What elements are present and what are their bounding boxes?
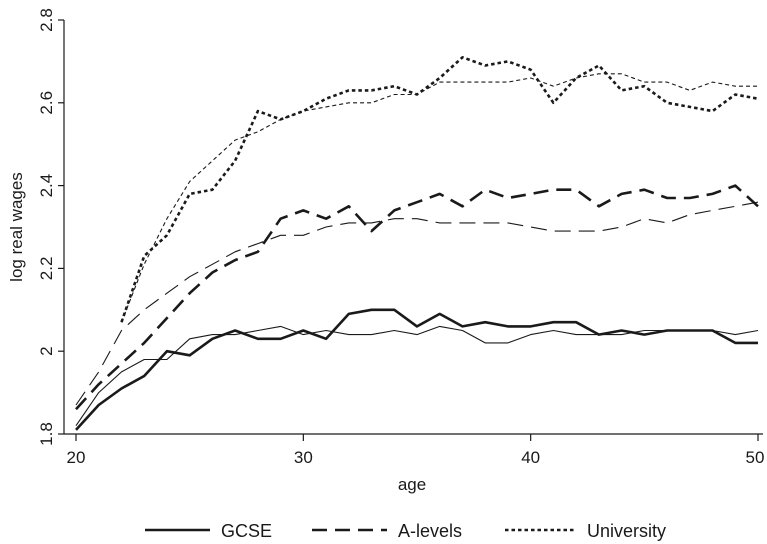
- y-tick-label: 2.4: [37, 174, 56, 198]
- legend-label-university: University: [587, 521, 666, 541]
- y-tick-label: 2.8: [37, 8, 56, 32]
- legend-label-gcse: GCSE: [221, 521, 272, 541]
- x-tick-label: 40: [521, 448, 540, 467]
- y-ticks: 1.8 2 2.2 2.4 2.6 2.8: [37, 8, 64, 446]
- y-tick-label: 1.8: [37, 422, 56, 446]
- series-line-gcse-fitted: [75, 325, 759, 427]
- series-layer: [75, 56, 759, 431]
- series-line-university-fitted: [120, 73, 758, 323]
- y-tick-label: 2: [37, 346, 56, 355]
- y-tick-label: 2.2: [37, 257, 56, 281]
- legend-label-a-levels: A-levels: [398, 521, 462, 541]
- x-axis-title: age: [398, 475, 426, 494]
- x-tick-label: 20: [67, 448, 86, 467]
- axes: [63, 20, 763, 435]
- x-tick-label: 50: [746, 448, 765, 467]
- y-tick-label: 2.6: [37, 91, 56, 115]
- series-line-a-levels: [75, 184, 759, 411]
- series-line-a-levels-fitted: [75, 201, 759, 406]
- y-axis-title: log real wages: [7, 172, 26, 282]
- x-ticks: 20 30 40 50: [67, 434, 765, 467]
- x-tick-label: 30: [294, 448, 313, 467]
- series-line-gcse: [75, 308, 758, 431]
- legend: GCSE A-levels University: [145, 521, 666, 541]
- series-line-university: [120, 56, 759, 323]
